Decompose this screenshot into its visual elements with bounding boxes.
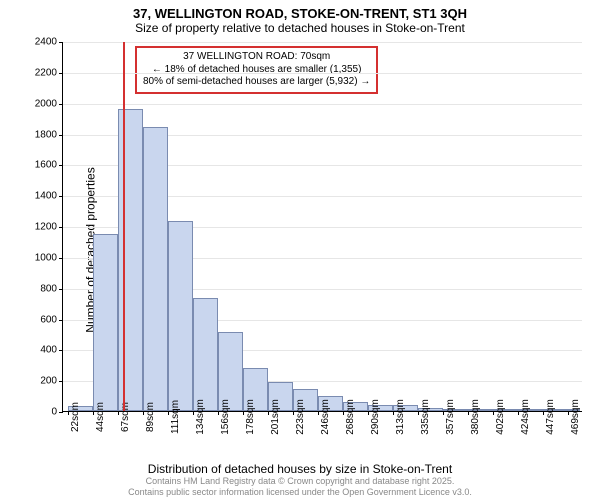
x-tick-label: 380sqm — [468, 399, 481, 435]
x-tick-label: 44sqm — [93, 402, 106, 432]
gridline — [63, 42, 582, 43]
y-tick-label: 1200 — [35, 222, 63, 233]
y-tick-label: 800 — [40, 283, 63, 294]
y-tick-label: 1400 — [35, 191, 63, 202]
x-tick-label: 156sqm — [218, 399, 231, 435]
x-tick-label: 447sqm — [543, 399, 556, 435]
histogram-bar — [118, 109, 143, 411]
histogram-bar — [168, 221, 193, 411]
chart-title-sub: Size of property relative to detached ho… — [0, 21, 600, 39]
annotation-line3: 80% of semi-detached houses are larger (… — [143, 76, 370, 89]
y-tick-label: 1000 — [35, 252, 63, 263]
x-tick-label: 223sqm — [293, 399, 306, 435]
x-tick-label: 402sqm — [493, 399, 506, 435]
chart-title-main: 37, WELLINGTON ROAD, STOKE-ON-TRENT, ST1… — [0, 0, 600, 21]
annotation-line2: ← 18% of detached houses are smaller (1,… — [143, 64, 370, 77]
footer-line2: Contains public sector information licen… — [0, 487, 600, 498]
x-tick-label: 469sqm — [568, 399, 581, 435]
x-tick-label: 246sqm — [318, 399, 331, 435]
x-tick-label: 178sqm — [243, 399, 256, 435]
x-tick-label: 335sqm — [418, 399, 431, 435]
x-tick-label: 89sqm — [143, 402, 156, 432]
y-tick-label: 2400 — [35, 37, 63, 48]
x-tick-label: 424sqm — [518, 399, 531, 435]
footer-line1: Contains HM Land Registry data © Crown c… — [0, 476, 600, 487]
x-tick-label: 357sqm — [443, 399, 456, 435]
y-tick-label: 600 — [40, 314, 63, 325]
footer-attribution: Contains HM Land Registry data © Crown c… — [0, 476, 600, 498]
x-tick-label: 313sqm — [393, 399, 406, 435]
histogram-bar — [143, 127, 168, 411]
histogram-bar — [193, 298, 218, 411]
y-tick-label: 2000 — [35, 98, 63, 109]
y-tick-label: 400 — [40, 345, 63, 356]
y-tick-label: 1800 — [35, 129, 63, 140]
annotation-line1: 37 WELLINGTON ROAD: 70sqm — [143, 51, 370, 64]
x-tick-label: 268sqm — [343, 399, 356, 435]
gridline — [63, 104, 582, 105]
x-tick-label: 134sqm — [193, 399, 206, 435]
annotation-box: 37 WELLINGTON ROAD: 70sqm ← 18% of detac… — [135, 46, 378, 94]
x-tick-label: 201sqm — [268, 399, 281, 435]
x-tick-label: 22sqm — [68, 402, 81, 432]
y-tick-label: 2200 — [35, 67, 63, 78]
y-tick-label: 0 — [51, 407, 63, 418]
marker-line — [123, 42, 125, 411]
y-tick-label: 1600 — [35, 160, 63, 171]
plot-area: 37 WELLINGTON ROAD: 70sqm ← 18% of detac… — [62, 42, 582, 412]
x-tick-label: 290sqm — [368, 399, 381, 435]
x-tick-label: 111sqm — [168, 400, 181, 434]
property-size-chart: 37, WELLINGTON ROAD, STOKE-ON-TRENT, ST1… — [0, 0, 600, 500]
x-axis-label: Distribution of detached houses by size … — [0, 462, 600, 476]
y-tick-label: 200 — [40, 376, 63, 387]
gridline — [63, 73, 582, 74]
histogram-bar — [93, 234, 118, 411]
